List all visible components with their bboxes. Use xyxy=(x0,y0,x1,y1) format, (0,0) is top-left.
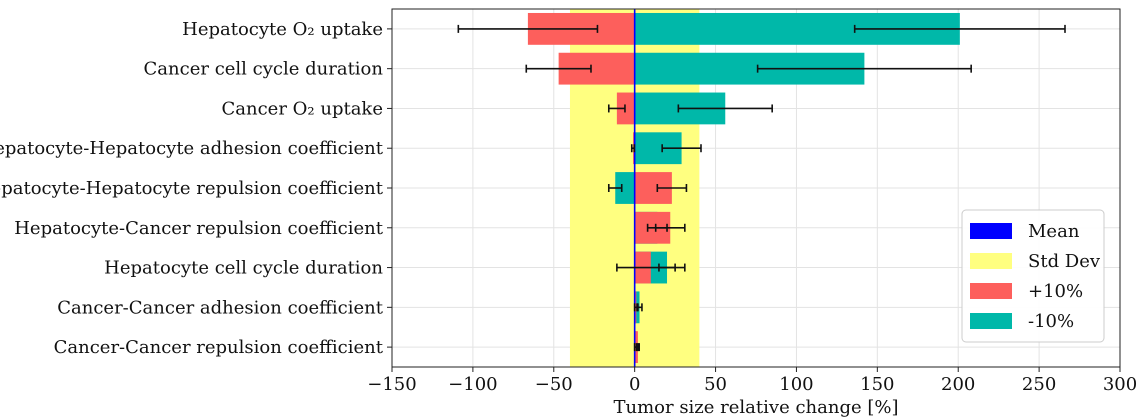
error-bar-plus10-0 xyxy=(457,24,599,33)
xtick-label-6: 150 xyxy=(860,374,894,395)
category-label-7: Cancer-Cancer adhesion coefficient xyxy=(57,297,384,318)
error-bar-minus10-0 xyxy=(853,24,1066,33)
legend-swatch-mean xyxy=(970,223,1012,239)
error-bar-plus10-6 xyxy=(616,263,686,272)
legend-label-std-dev: Std Dev xyxy=(1028,251,1101,272)
x-axis-ticks: −150 −100 −50 0 50 100 150 200 250 300 xyxy=(367,367,1137,395)
xtick-label-9: 300 xyxy=(1103,374,1137,395)
xtick-label-4: 50 xyxy=(704,374,727,395)
xtick-label-0: −150 xyxy=(367,374,416,395)
error-bar-minus10-3 xyxy=(661,144,702,153)
category-label-4: Hepatocyte-Hepatocyte repulsion coeffici… xyxy=(0,178,384,199)
xtick-label-3: 0 xyxy=(629,374,640,395)
error-bars-layer xyxy=(457,24,1066,352)
error-bar-plus10-3 xyxy=(630,144,636,153)
category-label-0: Hepatocyte O₂ uptake xyxy=(182,19,383,40)
legend-label-plus10: +10% xyxy=(1028,281,1083,302)
x-axis-label: Tumor size relative change [%] xyxy=(613,397,898,418)
legend-swatch-plus10 xyxy=(970,283,1012,299)
error-bar-plus10-4 xyxy=(656,184,688,192)
error-bar-plus10-2 xyxy=(607,104,626,113)
category-label-1: Cancer cell cycle duration xyxy=(144,59,384,80)
category-labels: Hepatocyte O₂ uptake Cancer cell cycle du… xyxy=(0,19,392,358)
error-bar-plus10-5 xyxy=(654,223,686,232)
xtick-label-8: 250 xyxy=(1022,374,1056,395)
category-label-2: Cancer O₂ uptake xyxy=(222,98,384,119)
legend-label-minus10: -10% xyxy=(1028,311,1074,332)
xtick-label-2: −50 xyxy=(535,374,573,395)
error-bar-plus10-1 xyxy=(525,64,592,73)
xtick-label-1: −100 xyxy=(448,374,497,395)
error-bar-plus10-8 xyxy=(635,343,640,352)
category-label-8: Cancer-Cancer repulsion coefficient xyxy=(54,337,384,358)
legend-swatch-minus10 xyxy=(970,313,1012,329)
category-label-3: Hepatocyte-Hepatocyte adhesion coefficie… xyxy=(0,138,384,159)
error-bar-minus10-2 xyxy=(677,104,773,113)
category-label-6: Hepatocyte cell cycle duration xyxy=(104,258,383,279)
category-label-5: Hepatocyte-Cancer repulsion coefficient xyxy=(14,218,384,239)
bar-plus10-2 xyxy=(616,92,635,125)
xtick-label-5: 100 xyxy=(779,374,813,395)
error-bar-minus10-4 xyxy=(607,184,623,192)
legend-box xyxy=(961,209,1105,343)
legend-label-mean: Mean xyxy=(1028,221,1080,242)
legend: Mean Std Dev +10% -10% xyxy=(961,209,1105,343)
error-bar-plus10-7 xyxy=(633,303,639,312)
bar-minus10-4 xyxy=(615,172,635,204)
error-bar-minus10-1 xyxy=(756,64,972,73)
legend-swatch-std-dev xyxy=(970,253,1012,269)
xtick-label-7: 200 xyxy=(941,374,975,395)
